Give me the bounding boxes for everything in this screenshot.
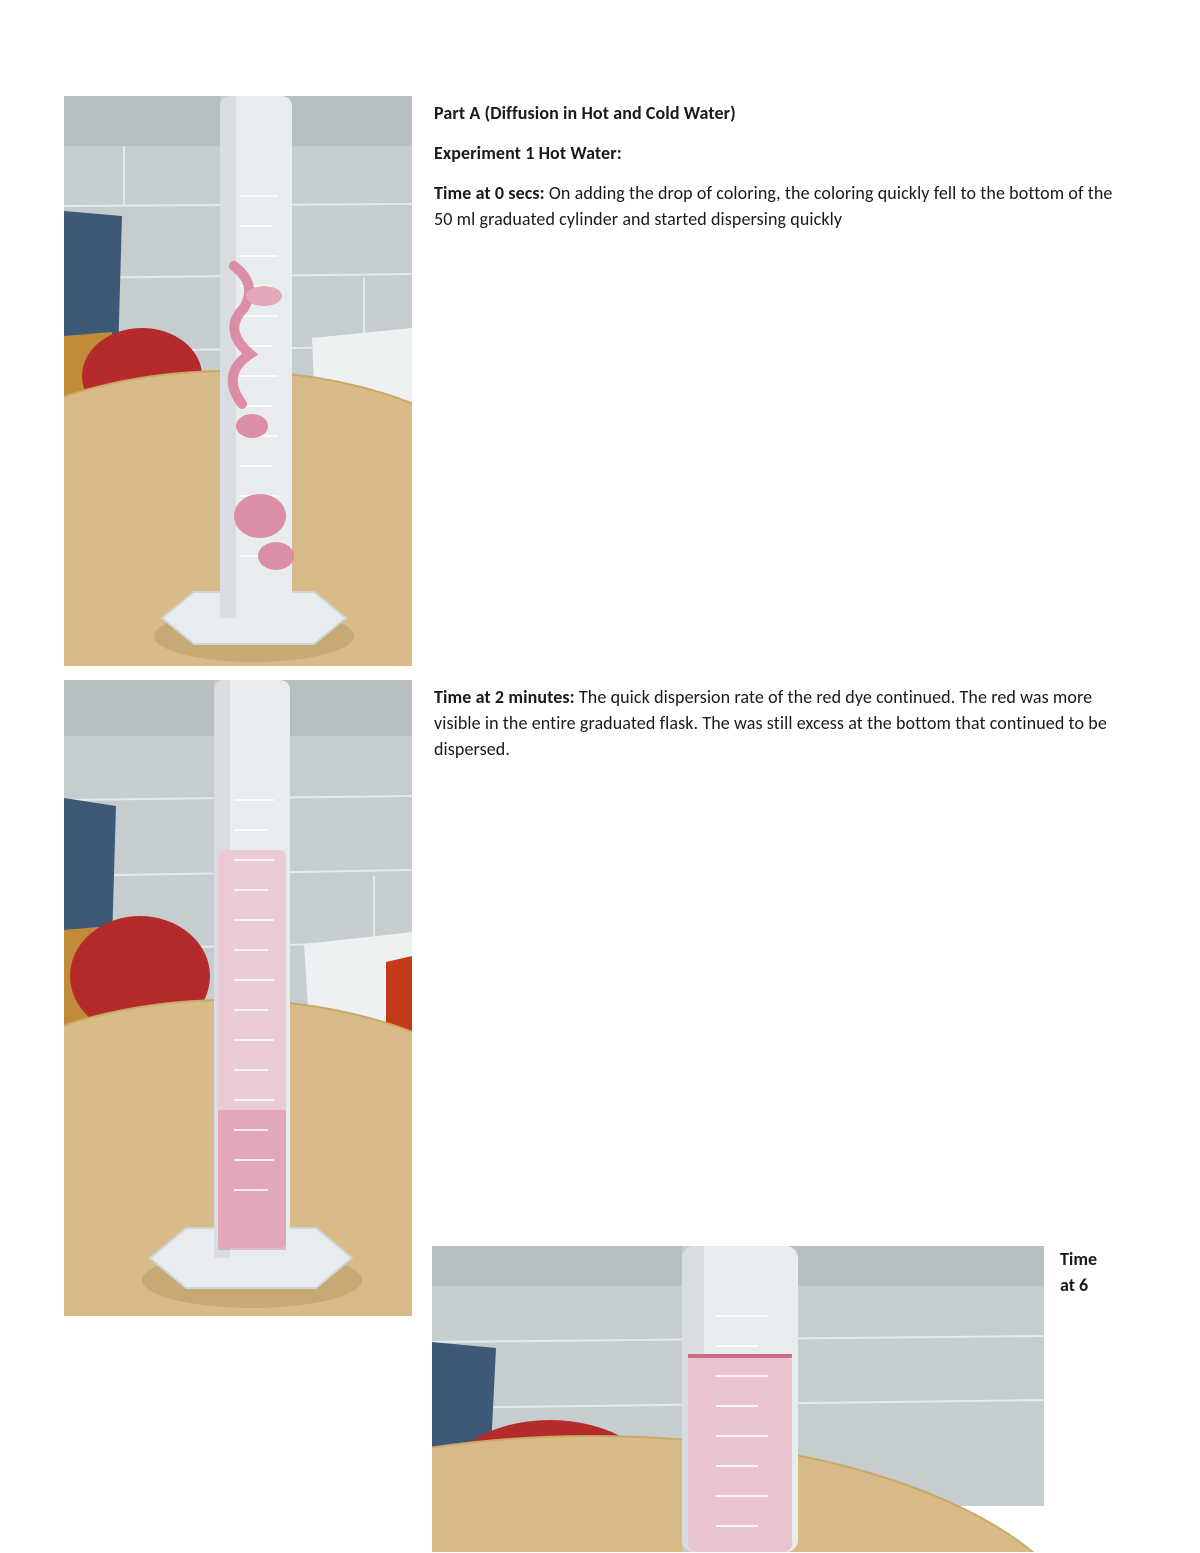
observation-0sec-label: Time at 0 secs:	[434, 182, 545, 204]
text-observation-0sec: Part A (Diffusion in Hot and Cold Water)…	[434, 96, 1130, 246]
observation-2min-label: Time at 2 minutes:	[434, 686, 575, 708]
row-observation-0sec: Part A (Diffusion in Hot and Cold Water)…	[64, 96, 1130, 666]
observation-6min-caption: Time at 6	[1060, 1246, 1097, 1298]
observation-6min-line1: Time	[1060, 1246, 1097, 1272]
row-observation-2min: Time at 2 minutes: The quick dispersion …	[64, 680, 1130, 1316]
observation-0sec-text: Time at 0 secs: On adding the drop of co…	[434, 180, 1130, 232]
experiment-1-subheading: Experiment 1 Hot Water:	[434, 140, 1130, 166]
row-observation-6min: Time at 6	[432, 1246, 1097, 1552]
photo-cylinder-6min	[432, 1246, 1044, 1552]
photo-cylinder-2min	[64, 680, 412, 1316]
observation-6min-line2: at 6	[1060, 1272, 1097, 1298]
document-page: Part A (Diffusion in Hot and Cold Water)…	[0, 0, 1200, 1553]
text-observation-2min: Time at 2 minutes: The quick dispersion …	[434, 680, 1130, 776]
observation-2min-text: Time at 2 minutes: The quick dispersion …	[434, 684, 1130, 762]
part-a-heading: Part A (Diffusion in Hot and Cold Water)	[434, 100, 1130, 126]
photo-cylinder-0sec	[64, 96, 412, 666]
